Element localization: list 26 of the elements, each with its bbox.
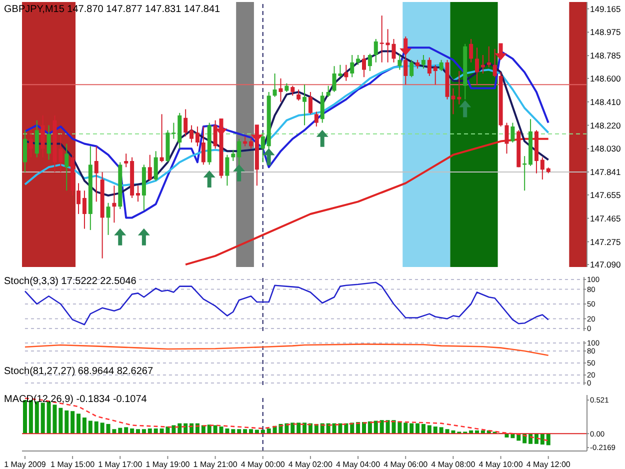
y-tick-label: 148.220 xyxy=(590,120,621,130)
x-tick-label: 4 May 04:00 xyxy=(336,460,381,469)
x-tick-label: 1 May 21:00 xyxy=(193,460,238,469)
y-tick-label: 148.975 xyxy=(590,27,621,38)
x-tick-label: 4 May 08:00 xyxy=(431,460,476,469)
chart-title: Stoch(9,3,3) 17.5222 22.5046 xyxy=(4,276,136,287)
x-tick-label: 4 May 12:00 xyxy=(526,460,571,469)
x-tick-label: 4 May 02:00 xyxy=(288,460,334,469)
y-tick-label: 147.090 xyxy=(590,260,621,270)
y-tick-label: 147.841 xyxy=(590,166,621,177)
x-tick-label: 1 May 2009 xyxy=(4,460,46,469)
x-tick-label: 4 May 10:00 xyxy=(478,460,524,469)
x-tick-label: 1 May 17:00 xyxy=(98,460,143,469)
y-tick-label: 148.785 xyxy=(590,50,621,61)
y-tick-label: 148.410 xyxy=(590,96,621,107)
x-tick-label: 4 May 00:00 xyxy=(240,460,286,469)
x-tick-label: 4 May 06:00 xyxy=(384,460,428,469)
y-tick-label: 147.275 xyxy=(590,236,621,247)
y-tick-label: 149.165 xyxy=(590,4,621,14)
y-tick-label: 148.600 xyxy=(590,73,621,84)
y-tick-label: 147.465 xyxy=(590,213,621,224)
text: Stoch(81,27,27) 68.9644 82.6267 xyxy=(4,366,154,377)
x-tick-label: 1 May 19:00 xyxy=(146,460,190,469)
y-tick-label: 147.655 xyxy=(590,190,621,200)
y-tick-label: 148.030 xyxy=(590,144,621,154)
x-tick-label: 1 May 15:00 xyxy=(50,460,96,469)
